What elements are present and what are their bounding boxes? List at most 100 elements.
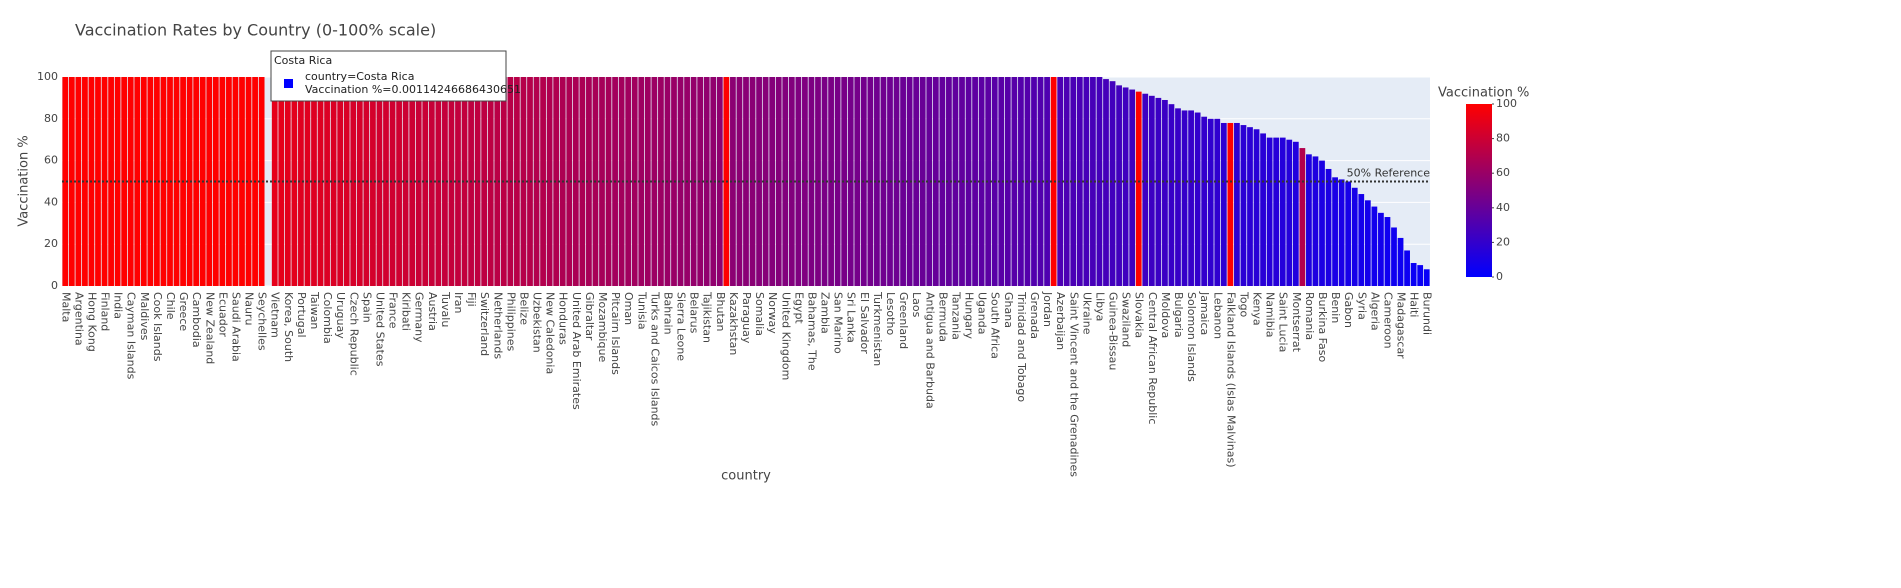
colorbar-tick-label: 20	[1496, 235, 1510, 248]
y-tick-label: 20	[44, 237, 58, 250]
x-tick-label: Bahamas, The	[805, 292, 818, 371]
x-tick-label: Cayman Islands	[125, 292, 138, 380]
colorbar-title: Vaccination %	[1438, 86, 1529, 101]
x-tick-label: Kiribati	[400, 292, 413, 331]
x-tick-label: Egypt	[792, 292, 805, 324]
x-tick-label: Bahrain	[661, 292, 674, 335]
x-tick-label: Saudi Arabia	[229, 292, 242, 362]
x-tick-label: Uruguay	[334, 292, 347, 339]
y-tick-label: 0	[51, 279, 58, 292]
bar	[1220, 122, 1227, 286]
x-tick-label: Central African Republic	[1146, 292, 1159, 424]
bar	[874, 77, 880, 286]
bar	[1404, 250, 1410, 286]
x-tick-label: Burkina Faso	[1316, 292, 1329, 362]
bar	[1351, 187, 1358, 286]
bar	[134, 77, 141, 286]
bar	[1384, 217, 1391, 286]
x-tick-label: Argentina	[72, 292, 85, 346]
bar	[121, 77, 128, 286]
bar	[298, 77, 304, 286]
bar	[1037, 77, 1044, 286]
bar	[258, 77, 265, 286]
bar	[1227, 122, 1234, 286]
bar	[638, 77, 645, 286]
x-tick-label: Belize	[517, 292, 530, 325]
bar	[1371, 206, 1378, 286]
x-tick-label: Netherlands	[491, 292, 504, 359]
bar	[1135, 91, 1142, 286]
x-tick-label: Uzbekistan	[531, 292, 544, 353]
bar	[1142, 93, 1149, 286]
x-tick-label: Falkland Islands (Islas Malvinas)	[1224, 292, 1237, 468]
bar	[1109, 81, 1116, 287]
bar	[1299, 148, 1306, 286]
x-tick-label: Switzerland	[478, 292, 491, 356]
bar	[1338, 179, 1345, 286]
bar	[1194, 112, 1201, 286]
bar	[1417, 265, 1424, 286]
tooltip-line: Vaccination %=0.00114246686430651	[305, 83, 521, 96]
bar	[101, 77, 108, 286]
bar	[1201, 116, 1208, 287]
bar	[965, 77, 972, 286]
bar	[553, 77, 560, 286]
tooltip-swatch	[284, 79, 293, 88]
bar	[1319, 160, 1325, 286]
x-tick-label: Antigua and Barbuda	[923, 292, 936, 409]
bar	[402, 77, 409, 286]
tooltip-title: Costa Rica	[274, 54, 332, 67]
x-tick-label: Germany	[413, 292, 426, 343]
bar	[62, 77, 69, 286]
bar	[625, 77, 632, 286]
x-tick-label: Maldives	[138, 292, 151, 341]
x-tick-label: Moldova	[1159, 292, 1172, 338]
bar	[1162, 99, 1168, 287]
bar	[1253, 129, 1260, 286]
bar	[893, 77, 900, 286]
bar	[1181, 110, 1188, 286]
x-tick-label: Portugal	[295, 292, 308, 338]
x-tick-label: Togo	[1237, 291, 1250, 318]
bar	[1168, 104, 1175, 286]
bar	[710, 77, 717, 286]
x-tick-label: Montserrat	[1290, 292, 1303, 353]
bar	[821, 77, 828, 286]
x-tick-label: Jamaica	[1198, 291, 1211, 335]
x-tick-label: Sri Lanka	[845, 292, 858, 343]
x-tick-label: Seychelles	[256, 292, 269, 351]
bar	[618, 77, 625, 286]
bar	[1292, 141, 1299, 286]
bar	[690, 77, 697, 286]
bar	[1070, 77, 1077, 286]
x-tick-label: Honduras	[557, 292, 570, 345]
x-tick-label: Tanzania	[949, 291, 962, 340]
x-tick-label: Austria	[426, 292, 439, 331]
x-tick-label: Slovakia	[1133, 292, 1146, 338]
bar	[494, 77, 501, 286]
bar	[1325, 168, 1332, 286]
bar	[1364, 200, 1371, 286]
x-tick-label: Czech Republic	[347, 292, 360, 376]
x-tick-label: Bermuda	[936, 292, 949, 342]
x-tick-label: Syria	[1355, 292, 1368, 320]
bar	[1286, 139, 1293, 286]
y-tick-label: 80	[44, 112, 58, 125]
bar	[1358, 194, 1365, 286]
bar	[1175, 108, 1181, 286]
bar	[461, 77, 468, 286]
bar	[1247, 127, 1253, 286]
bar	[1397, 237, 1404, 286]
x-tick-label: Laos	[910, 292, 923, 318]
bar	[389, 77, 396, 286]
x-tick-label: Lebanon	[1211, 292, 1224, 339]
bar	[533, 77, 540, 286]
x-tick-label: Burundi	[1421, 292, 1434, 335]
bar	[978, 77, 985, 286]
x-tick-label: Bhutan	[714, 292, 727, 332]
x-tick-label: Taiwan	[308, 291, 321, 329]
x-tick-label: Ghana	[1002, 292, 1015, 328]
bar	[546, 77, 553, 286]
chart-title: Vaccination Rates by Country (0-100% sca…	[75, 21, 436, 40]
